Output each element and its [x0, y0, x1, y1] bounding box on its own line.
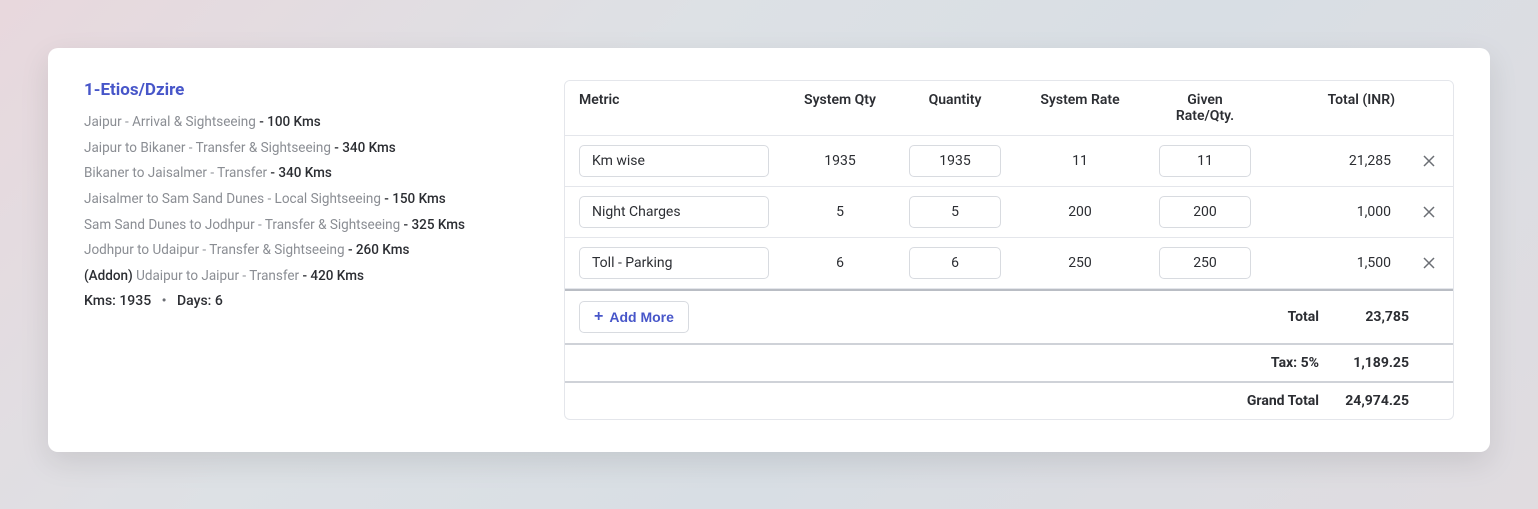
table-row: 6 250 1,500: [565, 238, 1453, 289]
pricing-table-panel: Metric System Qty Quantity System Rate G…: [564, 80, 1454, 420]
header-given-rate: Given Rate/Qty.: [1145, 81, 1265, 135]
rate-input[interactable]: [1159, 247, 1251, 279]
route-item: Bikaner to Jaisalmer - Transfer - 340 Km…: [84, 161, 524, 187]
rate-input[interactable]: [1159, 145, 1251, 177]
table-row: 5 200 1,000: [565, 187, 1453, 238]
row-total: 1,500: [1265, 255, 1405, 271]
route-kms: - 150 Kms: [384, 191, 445, 207]
route-desc: Bikaner to Jaisalmer - Transfer: [84, 165, 267, 181]
header-system-rate: System Rate: [1015, 81, 1145, 135]
route-item: Jaipur - Arrival & Sightseeing - 100 Kms: [84, 110, 524, 136]
tax-value: 1,189.25: [1319, 355, 1439, 371]
route-kms: - 420 Kms: [302, 268, 363, 284]
route-desc: Jaipur to Bikaner - Transfer & Sightseei…: [84, 140, 331, 156]
close-icon: [1422, 205, 1436, 219]
footer-total-row: + Add More Total 23,785: [565, 289, 1453, 343]
row-total: 21,285: [1265, 153, 1405, 169]
summary-line: Kms: 1935 • Days: 6: [84, 293, 524, 309]
route-desc: Udaipur to Jaipur - Transfer: [136, 268, 299, 284]
close-icon: [1422, 154, 1436, 168]
route-addon-label: (Addon): [84, 268, 133, 284]
quantity-input[interactable]: [909, 247, 1001, 279]
system-qty-value: 5: [785, 204, 895, 220]
grand-total-value: 24,974.25: [1319, 393, 1439, 409]
add-more-label: Add More: [609, 309, 674, 325]
route-kms: - 260 Kms: [348, 242, 409, 258]
route-desc: Jaisalmer to Sam Sand Dunes - Local Sigh…: [84, 191, 381, 207]
route-kms: - 340 Kms: [334, 140, 395, 156]
pricing-table: Metric System Qty Quantity System Rate G…: [564, 80, 1454, 420]
quantity-input[interactable]: [909, 196, 1001, 228]
system-rate-value: 200: [1015, 204, 1145, 220]
system-rate-value: 250: [1015, 255, 1145, 271]
route-item: Jaipur to Bikaner - Transfer & Sightseei…: [84, 136, 524, 162]
days-label: Days:: [177, 293, 211, 309]
route-desc: Jodhpur to Udaipur - Transfer & Sightsee…: [84, 242, 345, 258]
grand-total-label: Grand Total: [1199, 393, 1319, 409]
route-list: Jaipur - Arrival & Sightseeing - 100 Kms…: [84, 110, 524, 289]
route-item: Jodhpur to Udaipur - Transfer & Sightsee…: [84, 238, 524, 264]
kms-label: Kms:: [84, 293, 116, 309]
total-label: Total: [1199, 309, 1319, 325]
footer-grand-total-row: Grand Total 24,974.25: [565, 381, 1453, 419]
remove-row-button[interactable]: [1419, 253, 1439, 273]
quantity-input[interactable]: [909, 145, 1001, 177]
route-desc: Sam Sand Dunes to Jodhpur - Transfer & S…: [84, 217, 400, 233]
header-metric: Metric: [565, 81, 785, 135]
header-action: [1409, 81, 1453, 135]
footer-tax-row: Tax: 5% 1,189.25: [565, 343, 1453, 381]
days-value: 6: [215, 293, 223, 309]
route-item: Jaisalmer to Sam Sand Dunes - Local Sigh…: [84, 187, 524, 213]
route-kms: - 325 Kms: [404, 217, 465, 233]
header-system-qty: System Qty: [785, 81, 895, 135]
plus-icon: +: [594, 309, 603, 325]
close-icon: [1422, 256, 1436, 270]
add-more-button[interactable]: + Add More: [579, 301, 689, 333]
header-quantity: Quantity: [895, 81, 1015, 135]
metric-input[interactable]: [579, 247, 769, 279]
table-header: Metric System Qty Quantity System Rate G…: [565, 81, 1453, 136]
route-kms: - 100 Kms: [259, 114, 320, 130]
remove-row-button[interactable]: [1419, 151, 1439, 171]
route-desc: Jaipur - Arrival & Sightseeing: [84, 114, 256, 130]
metric-input[interactable]: [579, 145, 769, 177]
kms-value: 1935: [119, 293, 151, 309]
remove-row-button[interactable]: [1419, 202, 1439, 222]
tax-label: Tax: 5%: [1199, 355, 1319, 371]
route-item: Sam Sand Dunes to Jodhpur - Transfer & S…: [84, 213, 524, 239]
header-total: Total (INR): [1265, 81, 1409, 135]
route-kms: - 340 Kms: [270, 165, 331, 181]
pricing-card: 1-Etios/Dzire Jaipur - Arrival & Sightse…: [48, 48, 1490, 452]
car-title: 1-Etios/Dzire: [84, 80, 524, 100]
metric-input[interactable]: [579, 196, 769, 228]
table-row: 1935 11 21,285: [565, 136, 1453, 187]
summary-dot: •: [162, 293, 167, 309]
rate-input[interactable]: [1159, 196, 1251, 228]
row-total: 1,000: [1265, 204, 1405, 220]
route-item: (Addon) Udaipur to Jaipur - Transfer - 4…: [84, 264, 524, 290]
system-qty-value: 1935: [785, 153, 895, 169]
system-rate-value: 11: [1015, 153, 1145, 169]
total-value: 23,785: [1319, 309, 1439, 325]
system-qty-value: 6: [785, 255, 895, 271]
route-panel: 1-Etios/Dzire Jaipur - Arrival & Sightse…: [84, 80, 524, 420]
